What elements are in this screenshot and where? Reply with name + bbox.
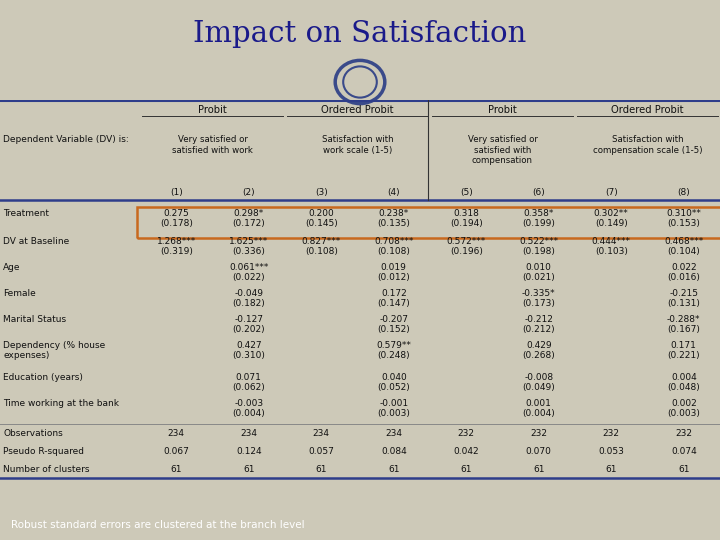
Text: 0.061***
(0.022): 0.061*** (0.022) [229, 263, 269, 282]
Text: Very satisfied or
satisfied with
compensation: Very satisfied or satisfied with compens… [467, 135, 537, 165]
Text: -0.288*
(0.167): -0.288* (0.167) [667, 315, 701, 334]
Text: 1.268***
(0.319): 1.268*** (0.319) [157, 237, 196, 256]
Text: 0.042: 0.042 [454, 447, 479, 456]
Text: 61: 61 [606, 464, 617, 474]
Text: 0.302**
(0.149): 0.302** (0.149) [594, 209, 629, 228]
Text: 0.310**
(0.153): 0.310** (0.153) [666, 209, 701, 228]
Text: (2): (2) [243, 188, 255, 198]
Text: Satisfaction with
compensation scale (1-5): Satisfaction with compensation scale (1-… [593, 135, 702, 155]
Text: 0.019
(0.012): 0.019 (0.012) [377, 263, 410, 282]
Text: 0.358*
(0.199): 0.358* (0.199) [522, 209, 555, 228]
Text: (7): (7) [605, 188, 618, 198]
Text: 61: 61 [315, 464, 327, 474]
Text: Time working at the bank: Time working at the bank [3, 399, 119, 408]
Text: 232: 232 [530, 429, 547, 437]
Text: 0.318
(0.194): 0.318 (0.194) [450, 209, 482, 228]
Bar [137, 207, 720, 238]
Text: (1): (1) [170, 188, 183, 198]
Text: -0.008
(0.049): -0.008 (0.049) [523, 373, 555, 393]
Text: 0.708***
(0.108): 0.708*** (0.108) [374, 237, 413, 256]
Text: 0.124: 0.124 [236, 447, 261, 456]
Text: 0.057: 0.057 [308, 447, 334, 456]
Text: Age: Age [3, 263, 20, 272]
Text: 0.522***
(0.198): 0.522*** (0.198) [519, 237, 558, 256]
Text: -0.049
(0.182): -0.049 (0.182) [233, 289, 265, 308]
Text: 0.238*
(0.135): 0.238* (0.135) [377, 209, 410, 228]
Text: -0.215
(0.131): -0.215 (0.131) [667, 289, 700, 308]
Text: 232: 232 [603, 429, 620, 437]
Text: 0.010
(0.021): 0.010 (0.021) [523, 263, 555, 282]
Text: -0.335*
(0.173): -0.335* (0.173) [522, 289, 556, 308]
Text: Impact on Satisfaction: Impact on Satisfaction [194, 20, 526, 48]
Text: Observations: Observations [3, 429, 63, 437]
Text: 0.002
(0.003): 0.002 (0.003) [667, 399, 700, 418]
Text: (3): (3) [315, 188, 328, 198]
Text: Education (years): Education (years) [3, 373, 83, 382]
Text: (4): (4) [387, 188, 400, 198]
Text: 232: 232 [675, 429, 692, 437]
Text: Satisfaction with
work scale (1-5): Satisfaction with work scale (1-5) [322, 135, 393, 155]
Text: Ordered Probit: Ordered Probit [611, 105, 684, 115]
Text: 0.172
(0.147): 0.172 (0.147) [377, 289, 410, 308]
Text: (6): (6) [532, 188, 545, 198]
Text: 0.827***
(0.108): 0.827*** (0.108) [302, 237, 341, 256]
Text: 0.579**
(0.248): 0.579** (0.248) [377, 341, 411, 360]
Text: 0.468***
(0.104): 0.468*** (0.104) [664, 237, 703, 256]
Text: 1.625***
(0.336): 1.625*** (0.336) [229, 237, 269, 256]
Text: Probit: Probit [488, 105, 517, 115]
Text: DV at Baseline: DV at Baseline [3, 237, 69, 246]
Text: -0.001
(0.003): -0.001 (0.003) [377, 399, 410, 418]
Text: Female: Female [3, 289, 36, 298]
Text: 234: 234 [240, 429, 257, 437]
Text: 0.001
(0.004): 0.001 (0.004) [523, 399, 555, 418]
Text: Very satisfied or
satisfied with work: Very satisfied or satisfied with work [172, 135, 253, 155]
Text: -0.207
(0.152): -0.207 (0.152) [377, 315, 410, 334]
Text: 61: 61 [243, 464, 254, 474]
Text: -0.003
(0.004): -0.003 (0.004) [233, 399, 265, 418]
Text: -0.127
(0.202): -0.127 (0.202) [233, 315, 265, 334]
Text: Robust standard errors are clustered at the branch level: Robust standard errors are clustered at … [11, 520, 305, 530]
Text: 234: 234 [168, 429, 185, 437]
Text: 0.053: 0.053 [598, 447, 624, 456]
Text: -0.212
(0.212): -0.212 (0.212) [523, 315, 555, 334]
Text: 234: 234 [385, 429, 402, 437]
Text: 0.074: 0.074 [671, 447, 697, 456]
Text: 234: 234 [312, 429, 330, 437]
Text: 61: 61 [678, 464, 690, 474]
Text: 0.070: 0.070 [526, 447, 552, 456]
Text: 0.040
(0.052): 0.040 (0.052) [377, 373, 410, 393]
Text: Pseudo R-squared: Pseudo R-squared [3, 447, 84, 456]
Text: 0.084: 0.084 [381, 447, 407, 456]
Text: Dependency (% house
expenses): Dependency (% house expenses) [3, 341, 105, 360]
Text: 0.427
(0.310): 0.427 (0.310) [233, 341, 265, 360]
Text: Number of clusters: Number of clusters [3, 464, 89, 474]
Text: 61: 61 [171, 464, 182, 474]
Text: 61: 61 [388, 464, 400, 474]
Text: 0.444***
(0.103): 0.444*** (0.103) [592, 237, 631, 256]
Text: Probit: Probit [198, 105, 227, 115]
Text: 232: 232 [458, 429, 474, 437]
Text: 0.275
(0.178): 0.275 (0.178) [160, 209, 193, 228]
Text: (5): (5) [460, 188, 472, 198]
Text: 0.022
(0.016): 0.022 (0.016) [667, 263, 700, 282]
Text: 0.004
(0.048): 0.004 (0.048) [667, 373, 700, 393]
Text: 0.200
(0.145): 0.200 (0.145) [305, 209, 338, 228]
Text: Dependent Variable (DV) is:: Dependent Variable (DV) is: [3, 135, 129, 144]
Text: (8): (8) [678, 188, 690, 198]
Text: 0.572***
(0.196): 0.572*** (0.196) [446, 237, 486, 256]
Text: 0.067: 0.067 [163, 447, 189, 456]
Text: 0.429
(0.268): 0.429 (0.268) [523, 341, 555, 360]
Text: 0.298*
(0.172): 0.298* (0.172) [233, 209, 265, 228]
Text: 61: 61 [533, 464, 544, 474]
Text: 61: 61 [461, 464, 472, 474]
Text: 0.171
(0.221): 0.171 (0.221) [667, 341, 700, 360]
Text: Marital Status: Marital Status [3, 315, 66, 324]
Text: Treatment: Treatment [3, 209, 49, 218]
Text: Ordered Probit: Ordered Probit [321, 105, 394, 115]
Text: 0.071
(0.062): 0.071 (0.062) [233, 373, 265, 393]
